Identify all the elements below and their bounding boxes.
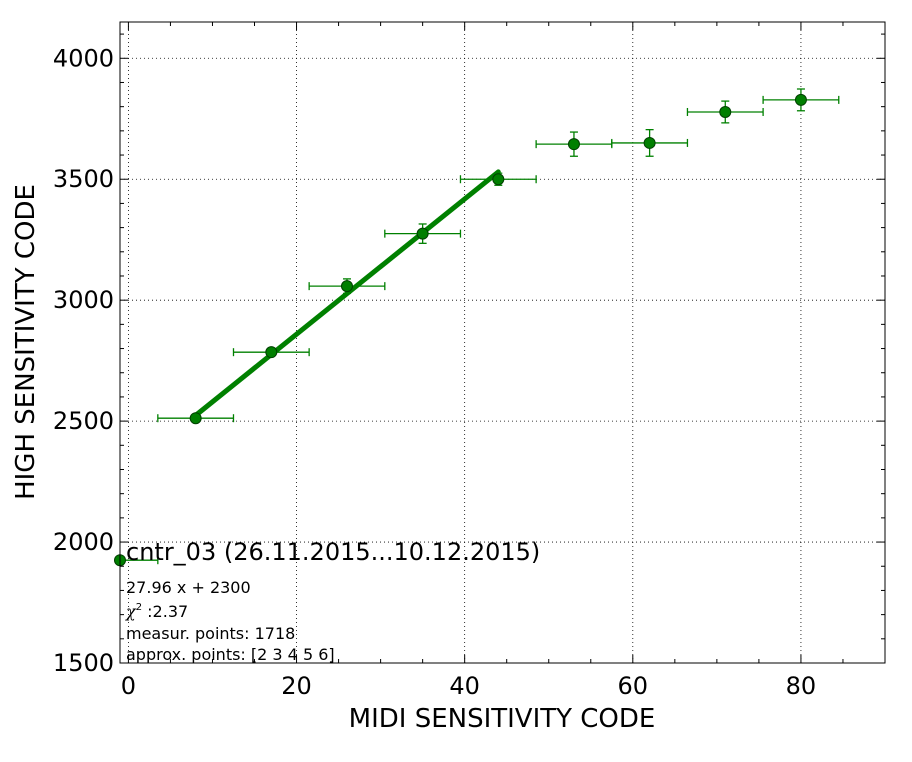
annotation-points: measur. points: 1718 bbox=[126, 624, 295, 643]
data-point-group bbox=[157, 412, 235, 425]
data-point-marker bbox=[416, 227, 429, 240]
x-tick-label: 40 bbox=[449, 672, 480, 700]
data-point-group bbox=[384, 223, 462, 244]
data-point-marker bbox=[189, 412, 202, 425]
annotation-approx: approx. points: [2 3 4 5 6] bbox=[126, 645, 335, 664]
data-point-group bbox=[686, 100, 764, 124]
chi-exponent: 2 bbox=[136, 602, 142, 613]
y-axis-label: HIGH SENSITIVITY CODE bbox=[11, 184, 41, 500]
x-axis-ticks: 0 20 40 60 80 bbox=[121, 22, 886, 700]
annotation-chi: χ2 :2.37 bbox=[125, 602, 188, 621]
data-point-marker bbox=[340, 280, 353, 293]
x-tick-label: 60 bbox=[618, 672, 649, 700]
y-tick-label: 4000 bbox=[53, 44, 114, 72]
data-point-marker bbox=[265, 346, 278, 359]
y-tick-label: 2500 bbox=[53, 407, 114, 435]
x-axis-label: MIDI SENSITIVITY CODE bbox=[349, 704, 656, 734]
data-point-marker bbox=[567, 138, 580, 151]
data-point-group bbox=[232, 346, 310, 359]
data-point-marker bbox=[719, 105, 732, 118]
y-tick-label: 3000 bbox=[53, 286, 114, 314]
chi-symbol: χ bbox=[125, 602, 137, 621]
chi-value: :2.37 bbox=[142, 602, 188, 621]
y-tick-label: 1500 bbox=[53, 649, 114, 677]
data-point-group bbox=[459, 172, 537, 186]
y-axis-ticks: 1500 2000 2500 3000 3500 4000 bbox=[53, 33, 885, 677]
data-point-marker bbox=[794, 93, 807, 106]
y-tick-label: 2000 bbox=[53, 528, 114, 556]
plot-frame bbox=[119, 21, 886, 664]
data-point-group bbox=[762, 88, 840, 112]
data-point-marker bbox=[492, 173, 505, 186]
x-tick-label: 20 bbox=[281, 672, 312, 700]
data-point-group bbox=[308, 278, 386, 295]
annotation-title: cntr_03 (26.11.2015...10.12.2015) bbox=[126, 538, 540, 566]
data-point-group bbox=[535, 131, 613, 157]
annotation-equation: 27.96 x + 2300 bbox=[126, 578, 251, 597]
grid-lines bbox=[120, 22, 885, 664]
data-points bbox=[114, 88, 840, 567]
x-tick-label: 0 bbox=[121, 672, 136, 700]
data-point-group bbox=[611, 128, 689, 157]
annotation: cntr_03 (26.11.2015...10.12.2015) 27.96 … bbox=[125, 538, 540, 664]
data-point-marker bbox=[643, 136, 656, 149]
y-tick-label: 3500 bbox=[53, 165, 114, 193]
x-tick-label: 80 bbox=[786, 672, 817, 700]
